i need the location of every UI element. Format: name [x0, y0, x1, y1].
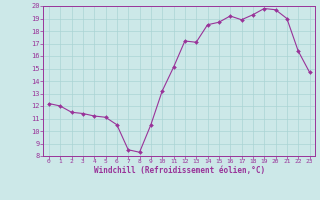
X-axis label: Windchill (Refroidissement éolien,°C): Windchill (Refroidissement éolien,°C) [94, 166, 265, 175]
